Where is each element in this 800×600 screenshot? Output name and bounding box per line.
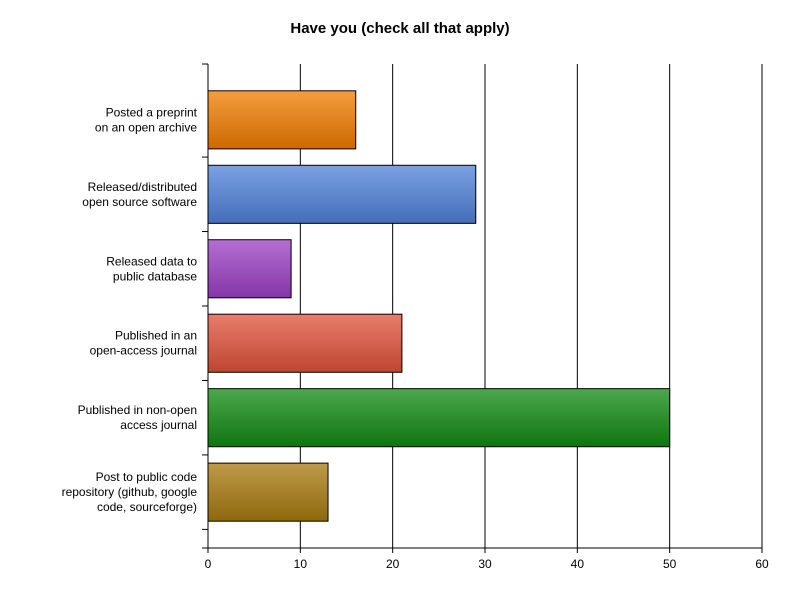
bar — [207, 164, 477, 224]
bar — [207, 462, 329, 522]
category-label: code, sourceforge) — [97, 500, 197, 514]
chart-title: Have you (check all that apply) — [290, 20, 509, 37]
x-tick-labels: 0 10 20 30 40 50 60 — [205, 557, 769, 571]
x-tick-label: 60 — [755, 557, 769, 571]
bar — [207, 388, 671, 448]
category-label: open-access journal — [90, 344, 197, 358]
bar — [207, 239, 292, 299]
x-tick-label: 30 — [478, 557, 492, 571]
category-label: Posted a preprint — [106, 105, 198, 119]
bar — [207, 313, 403, 373]
x-tick-label: 0 — [205, 557, 212, 571]
category-label: Released/distributed — [88, 180, 197, 194]
bars — [207, 90, 671, 522]
axes — [202, 63, 763, 553]
x-tick-label: 40 — [571, 557, 585, 571]
category-label: Released data to — [106, 254, 197, 268]
x-tick-label: 20 — [386, 557, 400, 571]
category-label: access journal — [120, 418, 197, 432]
category-label: repository (github, google — [62, 485, 198, 499]
category-label: public database — [113, 269, 197, 283]
category-label: Published in non-open — [78, 403, 197, 417]
category-label: Published in an — [115, 329, 197, 343]
bar — [207, 90, 357, 150]
category-label: open source software — [82, 195, 197, 209]
x-tick-label: 10 — [294, 557, 308, 571]
category-label: on an open archive — [95, 120, 197, 134]
x-tick-label: 50 — [663, 557, 677, 571]
gridlines — [299, 64, 763, 548]
category-label: Post to public code — [96, 470, 198, 484]
